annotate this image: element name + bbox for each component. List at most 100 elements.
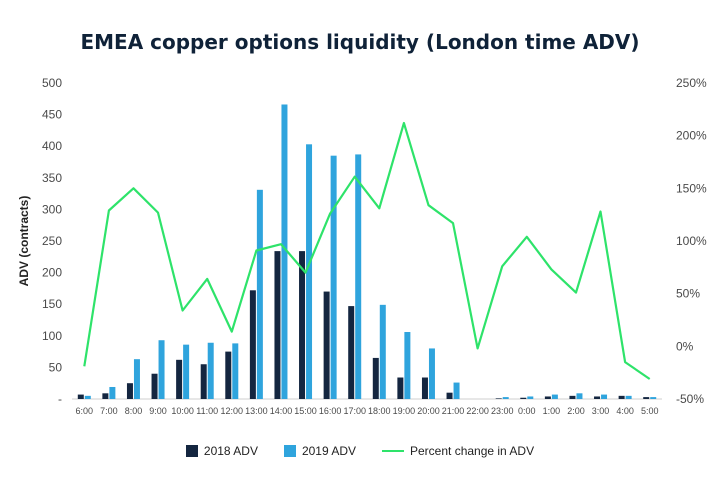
y2-tick-label: -50% — [676, 392, 704, 406]
x-tick-label: 8:00 — [125, 406, 143, 416]
x-tick-label: 5:00 — [641, 406, 659, 416]
bar-2018 — [520, 397, 527, 399]
bar-2019 — [650, 397, 657, 399]
bar-2018 — [200, 364, 207, 399]
x-tick-label: 22:00 — [466, 406, 489, 416]
x-tick-label: 17:00 — [343, 406, 366, 416]
x-tick-label: 3:00 — [592, 406, 610, 416]
y-tick-label: 500 — [42, 76, 62, 90]
x-tick-label: 4:00 — [616, 406, 634, 416]
y2-tick-label: 100% — [676, 234, 707, 248]
bar-2019 — [256, 189, 263, 399]
bar-2019 — [109, 386, 116, 399]
bar-2019 — [330, 155, 337, 399]
x-tick-label: 12:00 — [221, 406, 244, 416]
bar-2018 — [151, 373, 158, 399]
x-tick-label: 18:00 — [368, 406, 391, 416]
x-tick-label: 2:00 — [567, 406, 585, 416]
bar-2019 — [404, 332, 411, 399]
bar-2019 — [355, 154, 362, 399]
bar-2019 — [232, 343, 239, 399]
x-tick-label: 6:00 — [76, 406, 94, 416]
legend-label-2018: 2018 ADV — [203, 444, 258, 458]
bar-2019 — [183, 344, 190, 399]
legend-swatch-pct — [382, 450, 404, 452]
bar-2019 — [527, 396, 534, 399]
y-tick-label: 250 — [42, 234, 62, 248]
bar-2019 — [207, 342, 214, 399]
bar-2018 — [249, 290, 256, 399]
x-tick-label: 7:00 — [100, 406, 118, 416]
legend-item-2019: 2019 ADV — [283, 444, 356, 458]
y2-tick-label: 200% — [676, 129, 707, 143]
x-tick-label: 11:00 — [196, 406, 218, 416]
y-tick-label: 50 — [49, 360, 63, 374]
bar-2019 — [576, 393, 583, 399]
bar-2018 — [299, 251, 306, 399]
bar-2018 — [176, 359, 183, 399]
x-tick-label: 0:00 — [518, 406, 536, 416]
y-tick-label: 150 — [42, 297, 62, 311]
x-tick-label: 1:00 — [543, 406, 561, 416]
bar-2019 — [379, 304, 386, 399]
bar-2018 — [274, 251, 281, 399]
bar-2018 — [397, 377, 404, 399]
bar-2019 — [84, 395, 91, 399]
bar-2019 — [601, 394, 608, 399]
bar-2019 — [502, 397, 509, 399]
bar-2019 — [453, 382, 460, 399]
x-tick-label: 19:00 — [393, 406, 416, 416]
x-tick-label: 9:00 — [149, 406, 167, 416]
bar-2019 — [281, 104, 288, 399]
y2-tick-label: 150% — [676, 181, 707, 195]
legend-label-pct: Percent change in ADV — [410, 444, 535, 458]
legend-swatch-2019 — [283, 445, 296, 457]
bar-2018 — [77, 394, 84, 399]
y-tick-label: 200 — [42, 266, 62, 280]
legend: 2018 ADV 2019 ADV Percent change in ADV — [0, 444, 720, 458]
bar-2019 — [625, 395, 632, 399]
y-tick-label: 450 — [42, 108, 62, 122]
y-tick-label: 300 — [42, 202, 62, 216]
legend-item-2018: 2018 ADV — [185, 444, 258, 458]
legend-swatch-2018 — [185, 445, 198, 457]
bar-2018 — [372, 357, 379, 399]
y-tick-label: 400 — [42, 139, 62, 153]
x-tick-label: 23:00 — [491, 406, 514, 416]
y-tick-label: - — [58, 392, 62, 406]
bar-2018 — [643, 397, 650, 399]
bar-2018 — [323, 291, 330, 399]
bar-2018 — [569, 395, 576, 399]
bar-2018 — [225, 351, 232, 399]
x-tick-label: 20:00 — [417, 406, 440, 416]
bar-2019 — [428, 348, 435, 399]
x-tick-label: 21:00 — [442, 406, 465, 416]
x-tick-label: 13:00 — [245, 406, 268, 416]
bar-2018 — [446, 392, 453, 399]
legend-item-pct: Percent change in ADV — [382, 444, 534, 458]
bar-2018 — [618, 395, 625, 399]
y2-tick-label: 50% — [676, 287, 700, 301]
bar-2018 — [126, 383, 133, 399]
bar-2018 — [102, 393, 109, 399]
legend-label-2019: 2019 ADV — [301, 444, 356, 458]
y2-tick-label: 0% — [676, 339, 694, 353]
bar-2019 — [306, 144, 313, 399]
y-tick-label: 350 — [42, 171, 62, 185]
x-tick-label: 15:00 — [294, 406, 317, 416]
y2-tick-label: 250% — [676, 76, 707, 90]
pct-change-line — [83, 121, 651, 380]
x-tick-label: 16:00 — [319, 406, 342, 416]
bar-2019 — [551, 394, 558, 399]
bar-2018 — [495, 398, 502, 399]
chart-title: EMEA copper options liquidity (London ti… — [80, 30, 640, 54]
y-tick-label: 100 — [42, 329, 62, 343]
y-axis-label: ADV (contracts) — [17, 196, 31, 287]
bar-2018 — [348, 306, 355, 399]
bar-2018 — [544, 396, 551, 399]
bar-2019 — [133, 359, 140, 399]
x-tick-label: 14:00 — [270, 406, 293, 416]
bar-2018 — [421, 377, 428, 399]
